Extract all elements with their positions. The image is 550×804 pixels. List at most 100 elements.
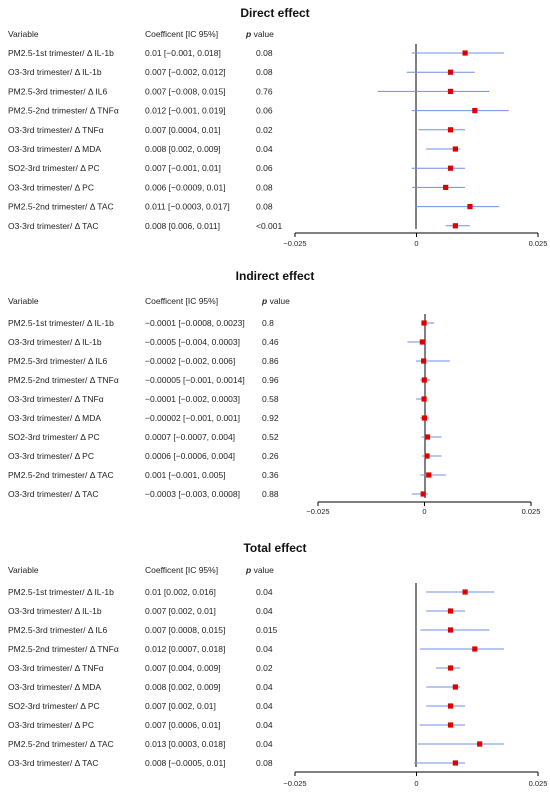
table-row: O3-3rd trimester/ Δ IL-1b 0.007 [0.002, 0… (8, 606, 466, 616)
header-coefficient: Coefficent [IC 95%] (145, 296, 218, 306)
row-p-value: 0.92 (262, 413, 279, 423)
x-tick-label: 0 (414, 239, 418, 248)
table-row: O3-3rd trimester/ Δ IL-1b 0.007 [−0.002, … (8, 67, 475, 77)
table-row: O3-3rd trimester/ Δ MDA 0.008 [0.002, 0.0… (8, 144, 461, 154)
row-p-value: 0.88 (262, 489, 279, 499)
row-coefficient: 0.01 [0.002, 0.016] (145, 587, 216, 597)
row-variable: O3-3rd trimester/ Δ TAC (8, 221, 99, 231)
row-coefficient: −0.0001 [−0.0008, 0.0023] (145, 318, 245, 328)
row-p-value: 0.52 (262, 432, 279, 442)
x-tick-label: 0 (422, 507, 426, 516)
table-row: PM2.5-2nd trimester/ Δ TNFα 0.012 [−0.001… (8, 106, 509, 116)
row-coefficient: 0.013 [0.0003, 0.018] (145, 739, 225, 749)
table-row: SO2-3rd trimester/ Δ PC 0.0007 [−0.0007, … (8, 432, 442, 442)
point-estimate-marker (447, 627, 454, 633)
x-tick-label: −0.025 (306, 507, 329, 516)
table-row: O3-3rd trimester/ Δ MDA −0.00002 [−0.001,… (8, 413, 429, 423)
row-variable: O3-3rd trimester/ Δ MDA (8, 144, 101, 154)
point-estimate-marker (447, 608, 454, 614)
row-variable: PM2.5-2nd trimester/ Δ TNFα (8, 375, 119, 385)
row-p-value: 0.76 (256, 86, 273, 96)
table-row: O3-3rd trimester/ Δ TAC 0.008 [0.006, 0.0… (8, 221, 470, 231)
point-estimate-marker (447, 165, 454, 171)
row-coefficient: 0.006 [−0.0009, 0.01] (145, 182, 226, 192)
row-p-value: 0.86 (262, 356, 279, 366)
table-row: SO2-3rd trimester/ Δ PC 0.007 [−0.001, 0.… (8, 163, 466, 173)
point-estimate-marker (421, 320, 427, 326)
x-tick-label: 0.025 (529, 239, 548, 248)
row-variable: O3-3rd trimester/ Δ MDA (8, 413, 101, 423)
row-coefficient: 0.007 [0.0008, 0.015] (145, 625, 225, 635)
point-estimate-marker (420, 491, 426, 497)
row-variable: O3-3rd trimester/ Δ IL-1b (8, 67, 102, 77)
point-estimate-marker (421, 415, 428, 421)
chart-title: Total effect (243, 541, 306, 555)
row-coefficient: 0.011 [−0.0003, 0.017] (145, 202, 230, 212)
indirect-effect-chart: Indirect effect Variable Coefficent [IC 95… (8, 269, 540, 516)
row-p-value: 0.06 (256, 163, 273, 173)
row-variable: PM2.5-2nd trimester/ Δ TNFα (8, 644, 119, 654)
table-row: O3-3rd trimester/ Δ PC 0.007 [0.0006, 0.0… (8, 720, 466, 730)
point-estimate-marker (424, 453, 430, 459)
row-variable: O3-3rd trimester/ Δ TNFα (8, 663, 104, 673)
point-estimate-marker (421, 377, 427, 383)
row-variable: PM2.5-2nd trimester/ Δ TAC (8, 202, 114, 212)
table-row: O3-3rd trimester/ Δ PC 0.0006 [−0.0006, 0… (8, 451, 442, 461)
row-coefficient: 0.007 [−0.001, 0.01] (145, 163, 221, 173)
row-p-value: 0.08 (256, 67, 273, 77)
row-p-value: 0.02 (256, 663, 273, 673)
row-coefficient: −0.0005 [−0.004, 0.0003] (145, 337, 240, 347)
row-variable: SO2-3rd trimester/ Δ PC (8, 432, 100, 442)
row-p-value: 0.46 (262, 337, 279, 347)
header-coefficient: Coefficent [IC 95%] (145, 29, 218, 39)
point-estimate-marker (447, 722, 454, 728)
point-estimate-marker (452, 684, 458, 690)
point-estimate-marker (421, 396, 427, 402)
header-variable: Variable (8, 565, 39, 575)
row-p-value: 0.8 (262, 318, 274, 328)
row-coefficient: 0.008 [0.002, 0.009] (145, 682, 221, 692)
row-variable: SO2-3rd trimester/ Δ PC (8, 163, 100, 173)
row-coefficient: 0.012 [0.0007, 0.018] (145, 644, 225, 654)
row-variable: PM2.5-2nd trimester/ Δ TNFα (8, 106, 119, 116)
row-variable: PM2.5-3rd trimester/ Δ IL6 (8, 625, 107, 635)
row-p-value: 0.08 (256, 202, 273, 212)
point-estimate-marker (452, 760, 458, 766)
point-estimate-marker (447, 88, 454, 94)
point-estimate-marker (472, 108, 478, 114)
header-variable: Variable (8, 296, 39, 306)
row-variable: PM2.5-2nd trimester/ Δ TAC (8, 739, 114, 749)
header-coefficient: Coefficent [IC 95%] (145, 565, 218, 575)
row-coefficient: 0.007 [0.002, 0.01] (145, 606, 216, 616)
row-variable: PM2.5-2nd trimester/ Δ TAC (8, 470, 114, 480)
point-estimate-marker (447, 69, 454, 75)
table-row: O3-3rd trimester/ Δ TNFα −0.0001 [−0.002,… (8, 394, 427, 404)
row-p-value: 0.06 (256, 106, 273, 116)
row-coefficient: −0.0003 [−0.003, 0.0008] (145, 489, 240, 499)
row-p-value: 0.04 (256, 682, 273, 692)
row-variable: O3-3rd trimester/ Δ MDA (8, 682, 101, 692)
table-row: O3-3rd trimester/ Δ TNFα 0.007 [0.0004, 0… (8, 125, 466, 135)
row-coefficient: 0.007 [−0.008, 0.015] (145, 86, 226, 96)
point-estimate-marker (426, 472, 432, 478)
row-coefficient: 0.008 [0.006, 0.011] (145, 221, 220, 231)
table-row: PM2.5-2nd trimester/ Δ TAC 0.013 [0.0003,… (8, 739, 504, 749)
row-p-value: 0.58 (262, 394, 279, 404)
row-coefficient: 0.007 [0.0006, 0.01] (145, 720, 221, 730)
x-tick-label: 0.025 (529, 779, 548, 788)
point-estimate-marker (419, 339, 425, 345)
header-variable: Variable (8, 29, 39, 39)
table-row: PM2.5-2nd trimester/ Δ TAC 0.011 [−0.0003… (8, 202, 500, 212)
row-variable: O3-3rd trimester/ Δ TAC (8, 758, 99, 768)
table-row: PM2.5-1st trimester/ Δ IL-1b −0.0001 [−0.… (8, 318, 435, 328)
row-variable: O3-3rd trimester/ Δ PC (8, 182, 94, 192)
row-p-value: 0.04 (256, 644, 273, 654)
table-row: PM2.5-3rd trimester/ Δ IL6 −0.0002 [−0.00… (8, 356, 451, 366)
row-p-value: 0.04 (256, 144, 273, 154)
point-estimate-marker (421, 358, 427, 364)
table-row: PM2.5-2nd trimester/ Δ TNFα −0.00005 [−0.… (8, 375, 431, 385)
row-p-value: 0.02 (256, 125, 273, 135)
row-p-value: 0.04 (256, 739, 273, 749)
x-tick-label: 0 (414, 779, 418, 788)
row-coefficient: −0.0002 [−0.002, 0.006] (145, 356, 235, 366)
